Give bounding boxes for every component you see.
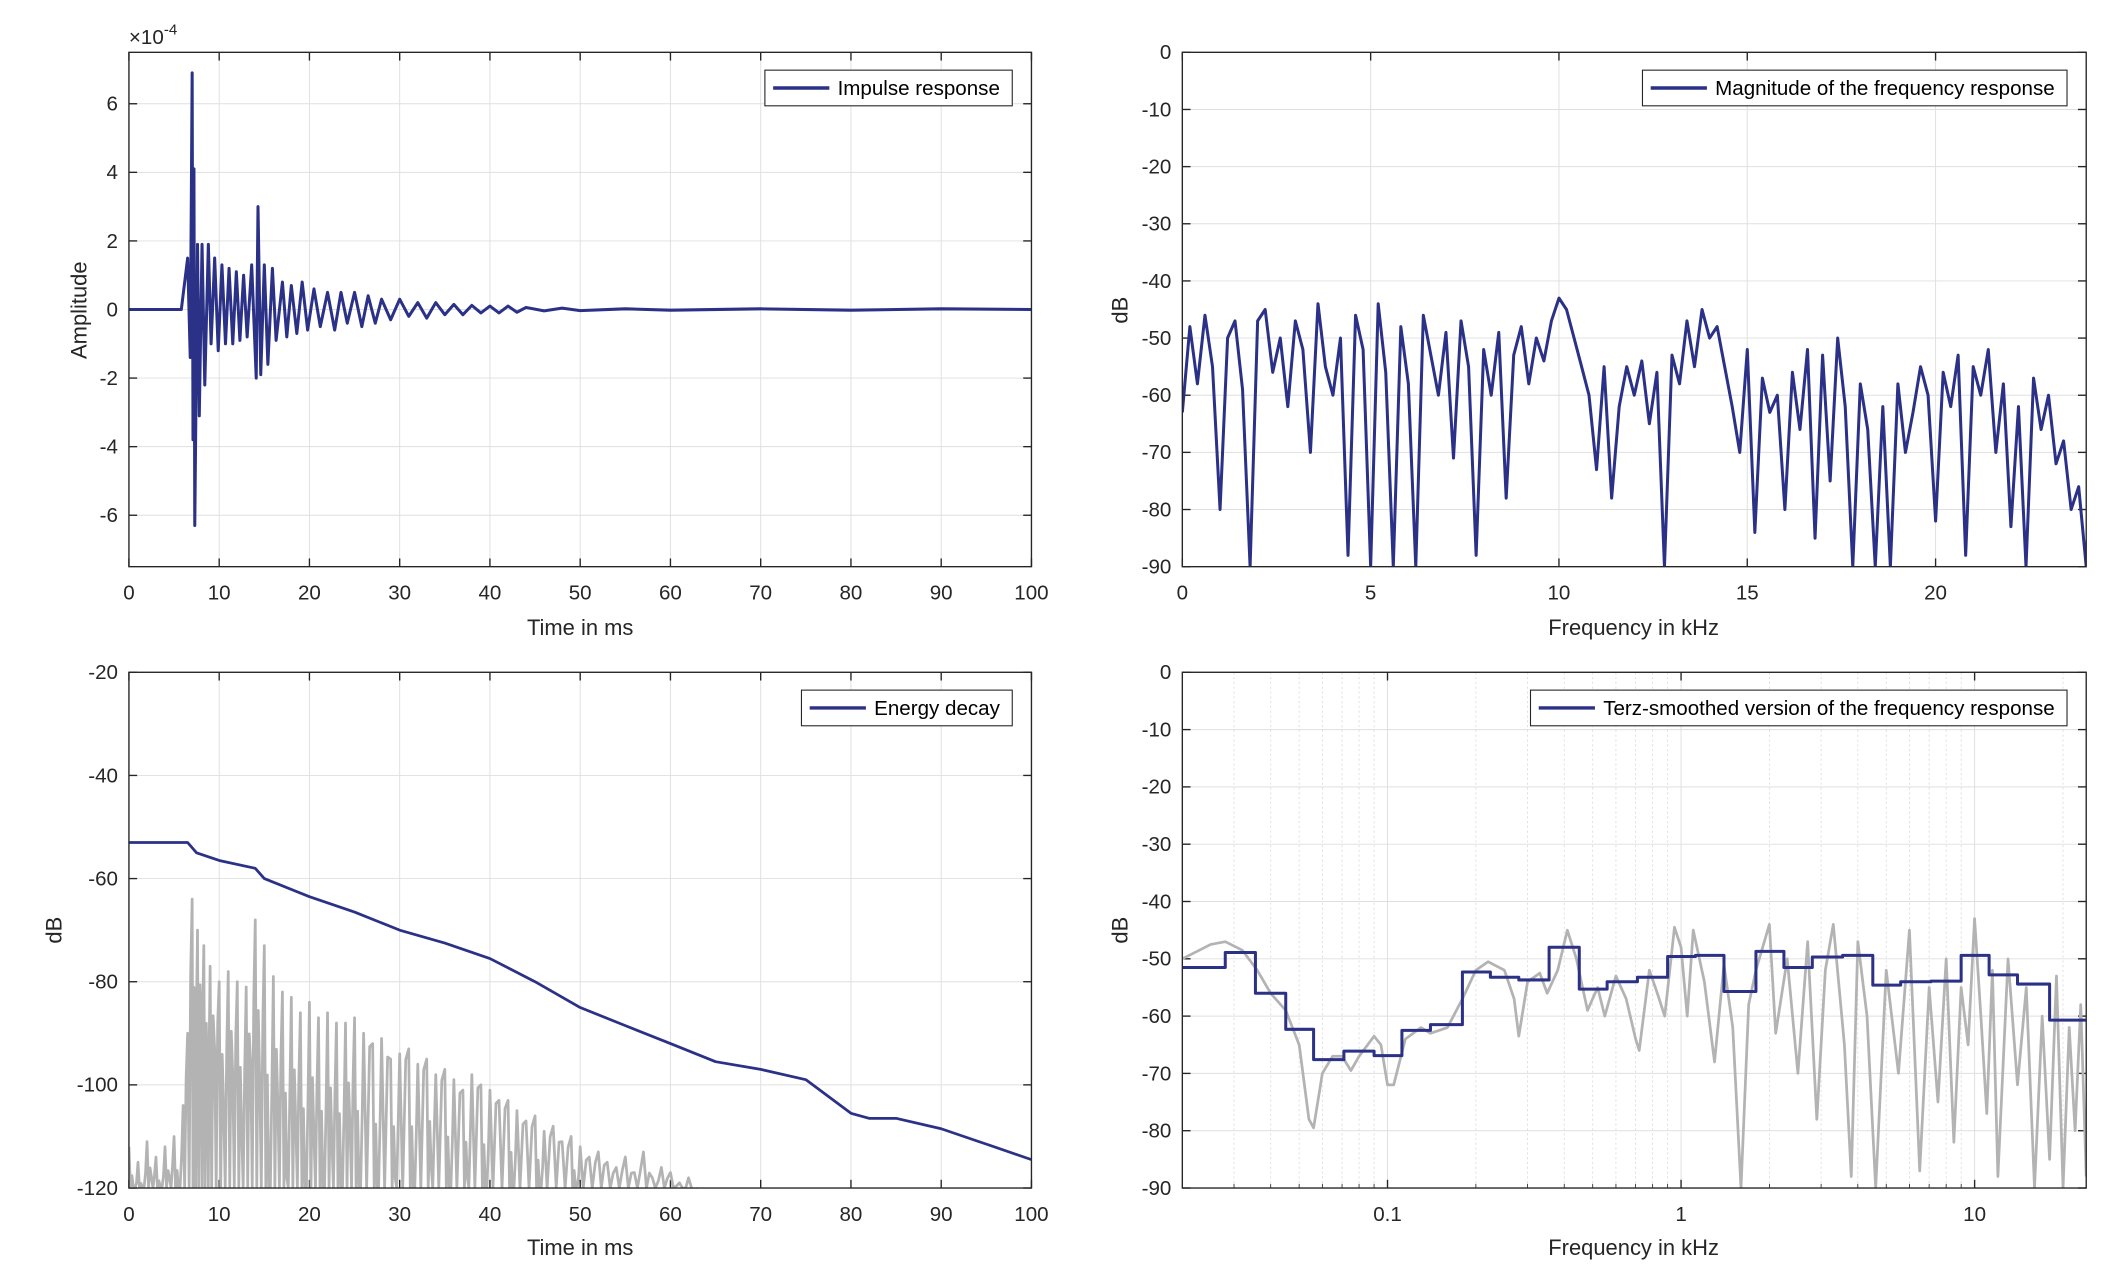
y-tick-label: 2 (107, 230, 118, 253)
y-tick-label: -60 (88, 867, 118, 890)
y-tick-label: -40 (1142, 890, 1172, 913)
y-tick-label: -6 (100, 504, 118, 527)
x-tick-label: 80 (840, 582, 863, 605)
y-tick-label: -80 (1142, 498, 1172, 521)
y-tick-label: -2 (100, 367, 118, 390)
x-tick-label: 80 (840, 1203, 863, 1226)
axes-frame (128, 51, 1033, 568)
axes-frame (1181, 671, 2087, 1189)
legend-box (1529, 689, 2068, 727)
y-tick-label: 0 (1160, 41, 1171, 64)
legend: Terz-smoothed version of the frequency r… (1529, 689, 2068, 727)
x-tick-label: 70 (749, 582, 772, 605)
y-tick-label: -70 (1142, 441, 1172, 464)
y-axis-label: dB (1107, 297, 1132, 324)
x-tick-label: 60 (659, 582, 682, 605)
x-tick-label: 10 (208, 582, 231, 605)
y-tick-label: -20 (88, 661, 118, 684)
x-tick-label: 30 (388, 582, 411, 605)
legend: Impulse response (764, 69, 1013, 107)
y-tick-label: -90 (1142, 556, 1172, 579)
y-axis-label: Amplitude (66, 261, 91, 359)
x-axis-label: Time in ms (527, 615, 633, 640)
x-tick-label: 50 (569, 1203, 592, 1226)
y-tick-label: 4 (107, 161, 118, 184)
y-axis-label: dB (42, 917, 67, 944)
x-axis-label: Frequency in kHz (1548, 615, 1719, 640)
y-axis-label: dB (1107, 917, 1132, 944)
x-tick-label: 20 (1924, 582, 1947, 605)
y-tick-label: -80 (1142, 1120, 1172, 1143)
y-tick-label: -20 (1142, 155, 1172, 178)
x-tick-label: 100 (1014, 582, 1048, 605)
legend-label: Energy decay (874, 697, 1000, 720)
legend-box (1641, 69, 2068, 107)
legend: Magnitude of the frequency response (1641, 69, 2068, 107)
x-axis-label: Time in ms (527, 1235, 633, 1260)
series-line-instantaneous-energy (128, 897, 698, 1189)
legend-label: Magnitude of the frequency response (1715, 77, 2055, 100)
impulse-response-plot: 0 10 20 30 40 50 60 70 80 90 100 -6 -4 -2 0 2 4 6 Impulse … (100, 51, 1049, 605)
y-tick-label: -90 (1142, 1177, 1172, 1200)
x-tick-label: 15 (1736, 582, 1759, 605)
legend-label: Impulse response (838, 77, 1000, 100)
y-tick-label: -40 (1142, 270, 1172, 293)
x-tick-label: 0 (1177, 582, 1188, 605)
x-tick-label: 10 (1963, 1203, 1986, 1226)
y-tick-label: -4 (100, 436, 118, 459)
series-line-impulse-response (128, 71, 1032, 528)
y-tick-label: -100 (77, 1074, 118, 1097)
y-tick-label: 0 (1160, 661, 1171, 684)
y-tick-label: -120 (77, 1177, 118, 1200)
frequency-magnitude-plot: 0 5 10 15 20 -90 -80 -70 -60 -50 -40 -30 -20 -10 0 Magn… (1142, 41, 2087, 605)
y-tick-label: -20 (1142, 776, 1172, 799)
y-tick-label: -80 (88, 971, 118, 994)
x-tick-label: 60 (659, 1203, 682, 1226)
x-tick-label: 5 (1365, 582, 1376, 605)
y-tick-label: 6 (107, 93, 118, 116)
x-tick-label: 90 (930, 582, 953, 605)
series-line-terz-smoothed-version-of-the-frequency-response (1182, 945, 2087, 1062)
axes-frame (1181, 51, 2087, 568)
x-tick-label: 10 (208, 1203, 231, 1226)
y-tick-label: -50 (1142, 327, 1172, 350)
y-tick-label: -30 (1142, 213, 1172, 236)
y-tick-label: 0 (107, 298, 118, 321)
y-axis-multiplier: ×10-4 (129, 21, 177, 49)
legend: Energy decay (800, 689, 1013, 727)
y-tick-label: -30 (1142, 833, 1172, 856)
y-tick-label: -10 (1142, 718, 1172, 741)
plot-area (1182, 672, 2087, 1189)
y-tick-label: -40 (88, 764, 118, 787)
y-tick-label: -60 (1142, 384, 1172, 407)
x-tick-label: 20 (298, 1203, 321, 1226)
x-axis-label: Frequency in kHz (1548, 1235, 1719, 1260)
series-line-energy-decay (128, 841, 1032, 1161)
x-tick-label: 40 (479, 582, 502, 605)
x-tick-label: 0 (123, 582, 134, 605)
y-tick-label: -50 (1142, 948, 1172, 971)
x-tick-label: 0.1 (1373, 1203, 1402, 1226)
axes-frame (128, 671, 1033, 1189)
x-tick-label: 50 (569, 582, 592, 605)
x-tick-label: 20 (298, 582, 321, 605)
series-line-magnitude-of-the-frequency-response (1182, 296, 2087, 567)
x-tick-label: 100 (1014, 1203, 1048, 1226)
x-tick-label: 90 (930, 1203, 953, 1226)
energy-decay-plot: 0 10 20 30 40 50 60 70 80 90 100 -120 -100 -80 -60 -40 -… (77, 661, 1049, 1226)
legend-label: Terz-smoothed version of the frequency r… (1603, 697, 2054, 720)
x-tick-label: 40 (479, 1203, 502, 1226)
series-line-frequency-response (1182, 917, 2087, 1189)
x-tick-label: 10 (1548, 582, 1571, 605)
terz-smoothed-plot: 0.1 1 10 -90 -80 -70 -60 -50 -40 -30 -20 -10 0 Terz-s… (1142, 661, 2087, 1226)
x-tick-label: 70 (749, 1203, 772, 1226)
x-tick-label: 1 (1675, 1203, 1686, 1226)
y-tick-label: -70 (1142, 1062, 1172, 1085)
x-tick-label: 0 (123, 1203, 134, 1226)
x-tick-label: 30 (388, 1203, 411, 1226)
y-tick-label: -10 (1142, 98, 1172, 121)
y-tick-label: -60 (1142, 1005, 1172, 1028)
